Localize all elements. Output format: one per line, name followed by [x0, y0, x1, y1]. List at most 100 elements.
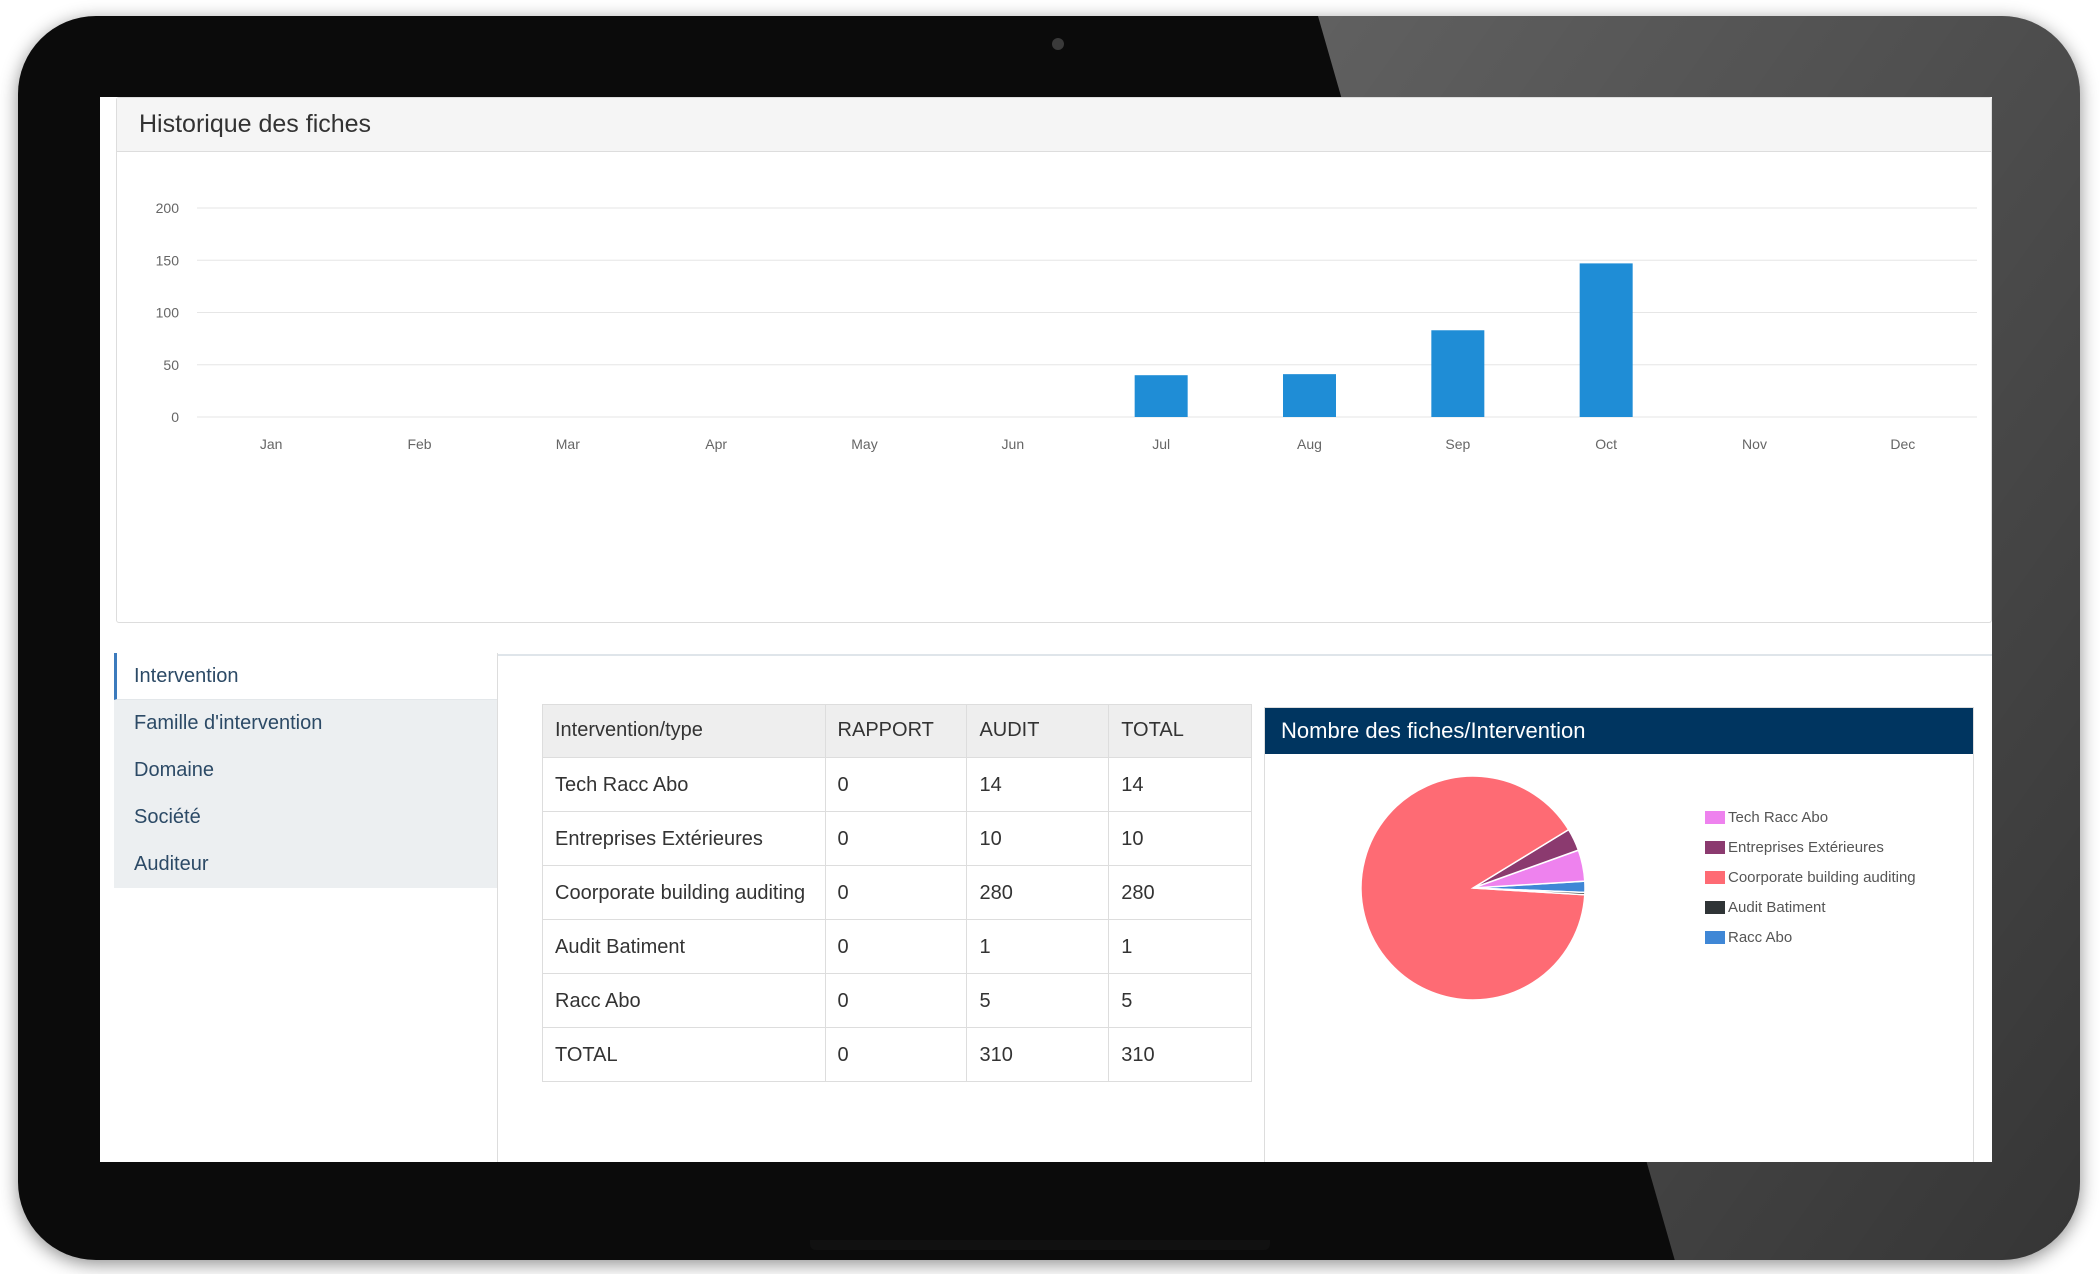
y-tick-label: 50 [163, 357, 179, 373]
bar-aug[interactable] [1283, 374, 1336, 417]
x-tick-label: Jan [260, 436, 283, 452]
sidebar-item-societe[interactable]: Société [114, 794, 497, 841]
table-cell: 10 [1108, 811, 1252, 866]
legend-label: Entreprises Extérieures [1728, 838, 1884, 856]
pie-panel-header: Nombre des fiches/Intervention [1265, 708, 1973, 754]
table-cell: 1 [1108, 919, 1252, 974]
pie-panel-title: Nombre des fiches/Intervention [1281, 718, 1586, 743]
table-row: Coorporate building auditing 0 280 280 [542, 865, 1252, 920]
legend-swatch [1705, 840, 1725, 854]
history-bar-chart: 0 50 100 150 200 Jan Feb Mar Apr May Jun Jul Aug Sep O… [156, 200, 1977, 452]
legend-item[interactable]: Entreprises Extérieures [1705, 832, 1916, 862]
x-tick-label: Feb [407, 436, 431, 452]
column-header-total[interactable]: TOTAL [1108, 704, 1252, 758]
pie-panel: Nombre des fiches/Intervention Tech Racc… [1264, 707, 1974, 1162]
sidebar: Intervention Famille d'intervention Doma… [114, 653, 498, 1162]
legend-swatch [1705, 870, 1725, 884]
legend-swatch [1705, 900, 1725, 914]
tablet-bottom-edge [810, 1240, 1270, 1250]
intervention-table-wrapper: Intervention/type RAPPORT AUDIT TOTAL Te… [542, 704, 1252, 1082]
table-row: Audit Batiment 0 1 1 [542, 919, 1252, 974]
table-cell: 14 [966, 757, 1110, 812]
column-header-rapport[interactable]: RAPPORT [824, 704, 968, 758]
x-tick-label: Apr [705, 436, 727, 452]
table-header-row: Intervention/type RAPPORT AUDIT TOTAL [542, 704, 1252, 758]
pie-slice-audit-batiment[interactable] [1472, 887, 1586, 896]
bar-oct[interactable] [1579, 263, 1633, 417]
column-header-audit[interactable]: AUDIT [966, 704, 1110, 758]
table-cell: 0 [824, 973, 968, 1028]
x-tick-label: Mar [556, 436, 580, 452]
table-cell: 14 [1108, 757, 1252, 812]
table-cell: 0 [824, 865, 968, 920]
x-tick-label: Sep [1445, 436, 1470, 452]
table-row: Racc Abo 0 5 5 [542, 973, 1252, 1028]
legend-swatch [1705, 810, 1725, 824]
interventions-pie-chart [1360, 775, 1586, 1001]
x-tick-label: Nov [1742, 436, 1767, 452]
table-cell: 0 [824, 811, 968, 866]
y-tick-label: 100 [156, 305, 180, 321]
sidebar-item-label: Société [134, 806, 201, 828]
sidebar-item-label: Famille d'intervention [134, 712, 323, 734]
y-tick-label: 200 [156, 200, 180, 216]
history-panel-header: Historique des fiches [117, 98, 1991, 152]
table-cell: 0 [824, 919, 968, 974]
bar-jul[interactable] [1134, 375, 1188, 417]
table-cell: Entreprises Extérieures [542, 811, 826, 866]
table-cell: 5 [1108, 973, 1252, 1028]
table-cell: Tech Racc Abo [542, 757, 826, 812]
table-cell: 0 [824, 757, 968, 812]
table-row: Tech Racc Abo 0 14 14 [542, 757, 1252, 812]
table-row-total: TOTAL 0 310 310 [542, 1027, 1252, 1082]
legend-item[interactable]: Coorporate building auditing [1705, 862, 1916, 892]
legend-swatch [1705, 930, 1725, 944]
tab-content-divider [498, 654, 1992, 656]
table-row: Entreprises Extérieures 0 10 10 [542, 811, 1252, 866]
sidebar-list: Intervention Famille d'intervention Doma… [114, 653, 497, 888]
table-cell: 280 [1108, 865, 1252, 920]
legend-label: Coorporate building auditing [1728, 868, 1916, 886]
x-tick-label: Aug [1297, 436, 1322, 452]
intervention-table: Intervention/type RAPPORT AUDIT TOTAL Te… [542, 704, 1252, 1082]
table-cell: 310 [1108, 1027, 1252, 1082]
table-cell: 280 [966, 865, 1110, 920]
sidebar-item-label: Auditeur [134, 853, 209, 875]
x-tick-label: Jun [1002, 436, 1025, 452]
table-cell: 10 [966, 811, 1110, 866]
x-tick-label: Jul [1152, 436, 1170, 452]
table-cell: Audit Batiment [542, 919, 826, 974]
table-cell: TOTAL [542, 1027, 826, 1082]
app-screen: Historique des fiches 0 50 100 150 200 Jan Feb… [100, 97, 1992, 1162]
table-cell: Racc Abo [542, 973, 826, 1028]
sidebar-item-intervention[interactable]: Intervention [114, 653, 497, 700]
legend-item[interactable]: Tech Racc Abo [1705, 802, 1916, 832]
table-cell: 5 [966, 973, 1110, 1028]
camera-icon [1052, 38, 1064, 50]
legend-label: Tech Racc Abo [1728, 808, 1829, 826]
sidebar-item-famille-intervention[interactable]: Famille d'intervention [114, 700, 497, 747]
x-tick-label: May [851, 436, 877, 452]
sidebar-item-label: Domaine [134, 759, 215, 781]
history-panel-title: Historique des fiches [139, 110, 372, 138]
legend-item[interactable]: Racc Abo [1705, 922, 1916, 952]
table-cell: 1 [966, 919, 1110, 974]
pie-legend: Tech Racc Abo Entreprises Extérieures Coor… [1705, 802, 1916, 952]
pie-slice-coorporate-building-auditing[interactable] [1360, 775, 1586, 1001]
x-tick-label: Dec [1890, 436, 1915, 452]
legend-item[interactable]: Audit Batiment [1705, 892, 1916, 922]
legend-label: Audit Batiment [1728, 898, 1826, 916]
bar-sep[interactable] [1431, 330, 1485, 417]
y-tick-label: 0 [171, 409, 179, 425]
table-cell: 310 [966, 1027, 1110, 1082]
table-cell: 0 [824, 1027, 968, 1082]
sidebar-item-label: Intervention [134, 664, 239, 687]
legend-label: Racc Abo [1728, 928, 1793, 946]
y-tick-label: 150 [156, 252, 180, 268]
history-panel: Historique des fiches 0 50 100 150 200 Jan Feb… [116, 97, 1992, 623]
sidebar-item-auditeur[interactable]: Auditeur [114, 841, 497, 888]
sidebar-item-domaine[interactable]: Domaine [114, 747, 497, 794]
column-header-intervention-type[interactable]: Intervention/type [542, 704, 826, 758]
table-cell: Coorporate building auditing [542, 865, 826, 920]
x-tick-label: Oct [1595, 436, 1617, 452]
